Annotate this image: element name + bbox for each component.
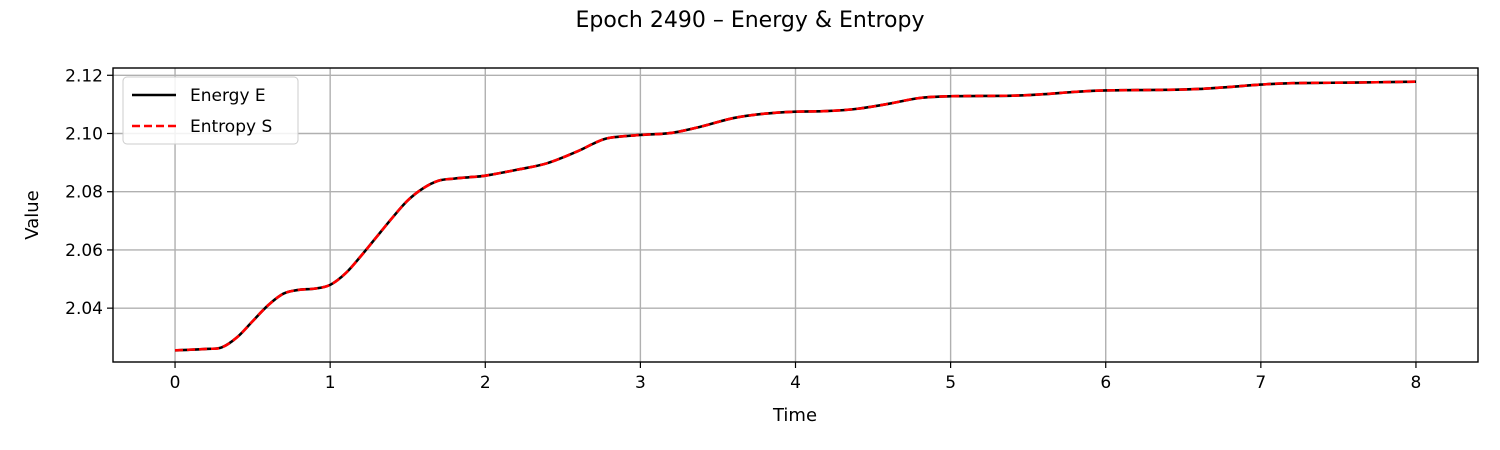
series-line-entropy: [174, 80, 1416, 352]
chart-title: Epoch 2490 – Energy & Entropy: [576, 8, 925, 33]
x-tick-label: 6: [1100, 373, 1111, 393]
grid: [113, 68, 1478, 362]
x-tick-label: 0: [170, 373, 181, 393]
legend-label-energy: Energy E: [190, 86, 266, 106]
y-axis-ticks: 2.04 2.06 2.08 2.10 2.12: [65, 66, 113, 319]
y-tick-label: 2.12: [65, 66, 103, 86]
x-tick-label: 2: [480, 373, 491, 393]
x-axis-label: Time: [772, 405, 817, 426]
x-tick-label: 4: [790, 373, 801, 393]
y-tick-label: 2.08: [65, 183, 103, 203]
x-tick-label: 3: [635, 373, 646, 393]
y-tick-label: 2.10: [65, 124, 103, 144]
legend: Energy E Entropy S: [122, 76, 299, 145]
series-lines: [174, 80, 1416, 352]
y-tick-label: 2.04: [65, 299, 103, 319]
x-axis-ticks: 0 1 2 3 4 5 6 7 8: [170, 362, 1422, 393]
x-tick-label: 1: [325, 373, 336, 393]
legend-label-entropy: Entropy S: [190, 117, 272, 137]
x-tick-label: 5: [945, 373, 956, 393]
y-tick-label: 2.06: [65, 241, 103, 261]
x-tick-label: 8: [1411, 373, 1422, 393]
x-tick-label: 7: [1255, 373, 1266, 393]
y-axis-label: Value: [22, 190, 43, 239]
